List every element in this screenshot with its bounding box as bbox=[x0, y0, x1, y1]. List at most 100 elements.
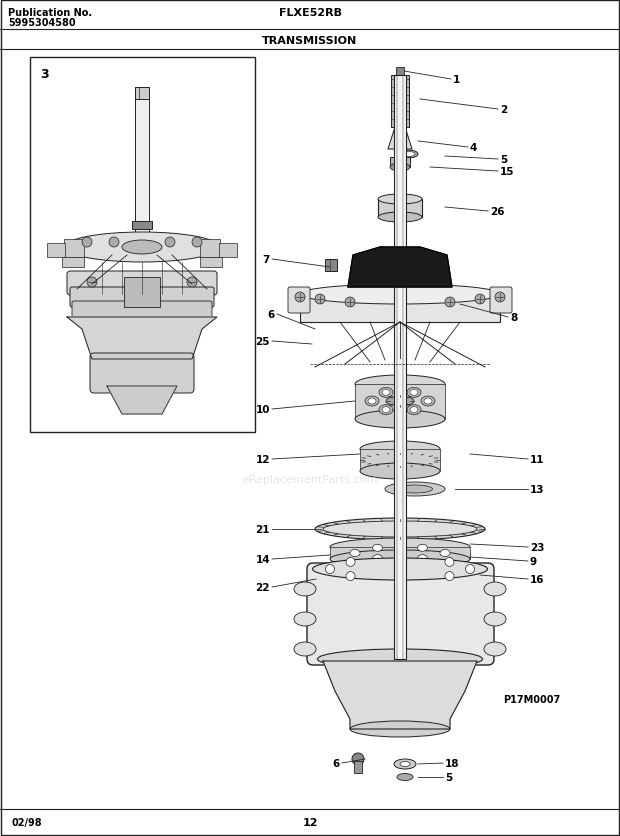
Circle shape bbox=[346, 572, 355, 581]
Ellipse shape bbox=[484, 642, 506, 656]
Ellipse shape bbox=[315, 518, 485, 540]
Circle shape bbox=[187, 278, 197, 288]
Text: 8: 8 bbox=[510, 313, 517, 323]
Circle shape bbox=[345, 298, 355, 308]
Bar bbox=[200, 257, 222, 268]
Circle shape bbox=[396, 575, 404, 584]
Circle shape bbox=[352, 753, 364, 765]
Bar bbox=[64, 240, 84, 257]
Bar bbox=[360, 450, 440, 472]
Text: eReplacementParts.com: eReplacementParts.com bbox=[242, 475, 378, 484]
Text: P17M0007: P17M0007 bbox=[503, 694, 560, 704]
Circle shape bbox=[192, 237, 202, 247]
Ellipse shape bbox=[410, 407, 418, 413]
Text: 02/98: 02/98 bbox=[12, 817, 43, 827]
Ellipse shape bbox=[397, 486, 433, 493]
Ellipse shape bbox=[294, 583, 316, 596]
Text: 2: 2 bbox=[500, 104, 507, 115]
Ellipse shape bbox=[410, 390, 418, 396]
FancyBboxPatch shape bbox=[307, 563, 494, 665]
Ellipse shape bbox=[400, 762, 410, 767]
Ellipse shape bbox=[421, 396, 435, 406]
Ellipse shape bbox=[382, 407, 390, 413]
Ellipse shape bbox=[350, 550, 360, 557]
Ellipse shape bbox=[417, 544, 428, 552]
Ellipse shape bbox=[365, 396, 379, 406]
Circle shape bbox=[87, 278, 97, 288]
Bar bbox=[30, 58, 255, 432]
Circle shape bbox=[445, 558, 454, 567]
Ellipse shape bbox=[407, 388, 421, 398]
Circle shape bbox=[396, 555, 404, 563]
Ellipse shape bbox=[360, 463, 440, 479]
Text: 12: 12 bbox=[303, 817, 317, 827]
Circle shape bbox=[495, 293, 505, 303]
FancyBboxPatch shape bbox=[490, 288, 512, 314]
FancyBboxPatch shape bbox=[90, 354, 194, 394]
FancyBboxPatch shape bbox=[67, 272, 217, 296]
Bar bbox=[330, 548, 470, 559]
Text: 9: 9 bbox=[530, 556, 537, 566]
Polygon shape bbox=[67, 318, 217, 359]
Ellipse shape bbox=[355, 410, 445, 429]
Ellipse shape bbox=[484, 612, 506, 626]
Text: 10: 10 bbox=[255, 405, 270, 415]
Text: 21: 21 bbox=[255, 524, 270, 534]
Text: 5: 5 bbox=[500, 155, 507, 165]
Text: 14: 14 bbox=[255, 554, 270, 564]
Text: 6: 6 bbox=[268, 309, 275, 319]
Circle shape bbox=[475, 294, 485, 304]
Ellipse shape bbox=[360, 441, 440, 457]
Text: 12: 12 bbox=[255, 455, 270, 465]
Circle shape bbox=[82, 237, 92, 247]
Text: 26: 26 bbox=[490, 206, 505, 217]
Bar bbox=[135, 88, 149, 99]
Polygon shape bbox=[323, 661, 477, 729]
Polygon shape bbox=[388, 128, 412, 150]
Bar bbox=[394, 76, 406, 660]
Ellipse shape bbox=[424, 399, 432, 405]
Ellipse shape bbox=[394, 759, 416, 769]
FancyBboxPatch shape bbox=[72, 302, 212, 319]
Ellipse shape bbox=[379, 388, 393, 398]
Ellipse shape bbox=[385, 482, 445, 497]
FancyBboxPatch shape bbox=[70, 288, 214, 308]
Ellipse shape bbox=[355, 375, 445, 394]
Bar bbox=[391, 76, 409, 128]
Polygon shape bbox=[107, 386, 177, 415]
Bar bbox=[396, 68, 404, 76]
Ellipse shape bbox=[312, 558, 487, 580]
Ellipse shape bbox=[373, 544, 383, 552]
Ellipse shape bbox=[294, 642, 316, 656]
Text: Publication No.: Publication No. bbox=[8, 8, 92, 18]
Text: FLXE52RB: FLXE52RB bbox=[278, 8, 342, 18]
Circle shape bbox=[295, 293, 305, 303]
Text: 4: 4 bbox=[470, 143, 477, 153]
Ellipse shape bbox=[378, 195, 422, 205]
Ellipse shape bbox=[397, 773, 413, 781]
Circle shape bbox=[466, 565, 474, 573]
Ellipse shape bbox=[317, 650, 482, 669]
Text: 3: 3 bbox=[40, 68, 48, 81]
Circle shape bbox=[346, 558, 355, 567]
Ellipse shape bbox=[368, 399, 376, 405]
Bar bbox=[300, 294, 500, 323]
Ellipse shape bbox=[330, 550, 470, 568]
Circle shape bbox=[445, 298, 455, 308]
Bar bbox=[354, 761, 362, 773]
Ellipse shape bbox=[484, 583, 506, 596]
Text: 1: 1 bbox=[453, 75, 460, 85]
Bar bbox=[132, 222, 152, 230]
Text: 5: 5 bbox=[445, 772, 452, 782]
Ellipse shape bbox=[122, 241, 162, 255]
Bar bbox=[200, 240, 220, 257]
Ellipse shape bbox=[350, 721, 450, 737]
Ellipse shape bbox=[294, 612, 316, 626]
Circle shape bbox=[109, 237, 119, 247]
Ellipse shape bbox=[398, 150, 418, 159]
Bar bbox=[135, 88, 149, 240]
Ellipse shape bbox=[373, 555, 383, 562]
Bar bbox=[325, 260, 337, 272]
Text: 18: 18 bbox=[445, 758, 459, 768]
Ellipse shape bbox=[379, 405, 393, 415]
